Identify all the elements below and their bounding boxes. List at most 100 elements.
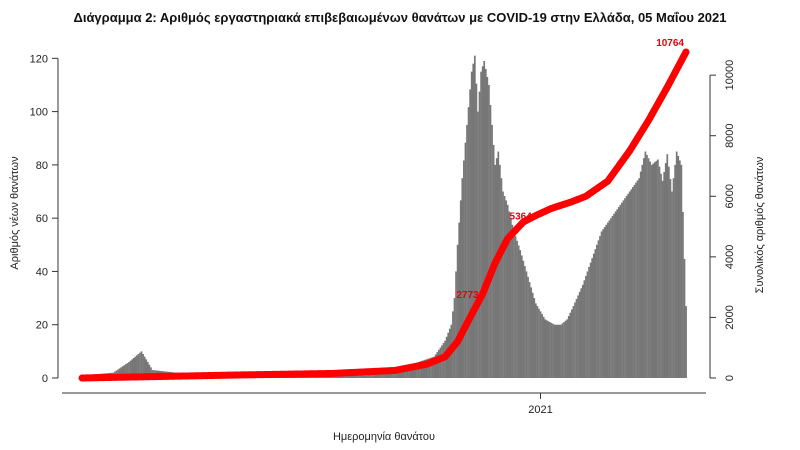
bar bbox=[384, 373, 387, 378]
bar bbox=[672, 178, 675, 378]
bar bbox=[541, 314, 543, 378]
bar bbox=[398, 370, 401, 378]
bar bbox=[610, 218, 612, 378]
bar bbox=[505, 200, 507, 378]
bar bbox=[128, 362, 130, 378]
bar bbox=[373, 374, 376, 378]
y-right-tick-label: 10000 bbox=[724, 60, 736, 91]
bar bbox=[484, 68, 487, 378]
bar bbox=[473, 55, 476, 378]
bar bbox=[369, 374, 371, 378]
bar bbox=[621, 202, 623, 378]
bar bbox=[433, 356, 435, 378]
bar bbox=[668, 166, 670, 378]
bar bbox=[353, 375, 356, 378]
bar bbox=[652, 163, 655, 378]
bar bbox=[527, 276, 529, 378]
bar bbox=[430, 357, 432, 378]
bar bbox=[600, 231, 603, 378]
bar bbox=[608, 220, 611, 378]
bar bbox=[466, 124, 468, 378]
bar bbox=[614, 211, 617, 378]
bar bbox=[467, 107, 470, 378]
bar bbox=[578, 291, 581, 378]
bar bbox=[569, 312, 572, 378]
bar bbox=[633, 184, 636, 378]
bar bbox=[513, 231, 515, 378]
bar bbox=[497, 151, 500, 378]
bar bbox=[530, 287, 533, 378]
bar bbox=[477, 111, 479, 378]
bar bbox=[675, 151, 678, 378]
bar bbox=[650, 164, 653, 378]
bar bbox=[436, 352, 439, 378]
bar bbox=[134, 356, 137, 378]
bar bbox=[355, 375, 357, 378]
bar bbox=[423, 359, 426, 378]
bar bbox=[583, 280, 586, 378]
bar bbox=[491, 124, 493, 378]
y-right-tick-label: 6000 bbox=[724, 184, 736, 208]
bar bbox=[624, 198, 626, 378]
bar bbox=[469, 89, 471, 379]
cumulative-line bbox=[78, 48, 690, 382]
bar bbox=[599, 235, 601, 378]
bar bbox=[350, 375, 353, 378]
bar bbox=[550, 322, 553, 378]
y-left-tick-label: 100 bbox=[30, 107, 48, 119]
bar bbox=[596, 244, 598, 378]
bar bbox=[499, 164, 501, 378]
bar bbox=[661, 180, 664, 378]
bar bbox=[337, 375, 340, 378]
bar bbox=[358, 375, 360, 378]
y-left-tick-label: 20 bbox=[36, 320, 48, 332]
bar bbox=[480, 71, 482, 378]
bar bbox=[140, 351, 143, 378]
bar bbox=[405, 367, 407, 378]
bar bbox=[425, 359, 428, 378]
bar bbox=[574, 302, 576, 378]
bar bbox=[685, 306, 687, 378]
bar bbox=[564, 320, 567, 378]
bar bbox=[383, 373, 385, 378]
bar bbox=[437, 349, 440, 378]
bar bbox=[508, 211, 511, 378]
bar bbox=[342, 375, 345, 378]
bar bbox=[552, 323, 554, 378]
bar bbox=[555, 324, 558, 378]
bar bbox=[500, 178, 503, 378]
bar bbox=[628, 191, 631, 378]
y-axis-left-title: Αριθμός νέων θανάτων bbox=[9, 156, 21, 270]
bar bbox=[657, 159, 659, 378]
bar bbox=[538, 308, 540, 378]
bar bbox=[585, 275, 587, 378]
bar bbox=[143, 356, 146, 378]
bar bbox=[464, 142, 467, 378]
bar bbox=[400, 369, 403, 378]
bar bbox=[683, 259, 686, 378]
bar bbox=[632, 187, 634, 378]
bar bbox=[139, 352, 141, 378]
bar bbox=[375, 374, 378, 378]
bar bbox=[566, 319, 569, 378]
bar bbox=[561, 323, 564, 378]
bar bbox=[478, 91, 481, 379]
bar bbox=[647, 158, 650, 378]
bar bbox=[366, 375, 368, 378]
y-axis-right-title: Συνολικός αριθμός θανάτων bbox=[754, 156, 766, 293]
bar bbox=[517, 245, 520, 378]
bar bbox=[547, 321, 550, 378]
bar bbox=[414, 363, 417, 378]
bar bbox=[378, 374, 381, 378]
bar bbox=[627, 193, 630, 378]
bar bbox=[470, 71, 473, 378]
bar bbox=[680, 164, 683, 378]
bar bbox=[503, 195, 506, 378]
bar bbox=[605, 224, 608, 378]
bar bbox=[511, 224, 514, 378]
bar bbox=[644, 151, 647, 378]
bar bbox=[603, 227, 606, 378]
bar bbox=[412, 363, 415, 378]
bar bbox=[453, 298, 456, 378]
axes-layer: 0 20 40 60 80 100 120 0 2000 4000 6000 8000 10000 202… bbox=[30, 53, 736, 416]
